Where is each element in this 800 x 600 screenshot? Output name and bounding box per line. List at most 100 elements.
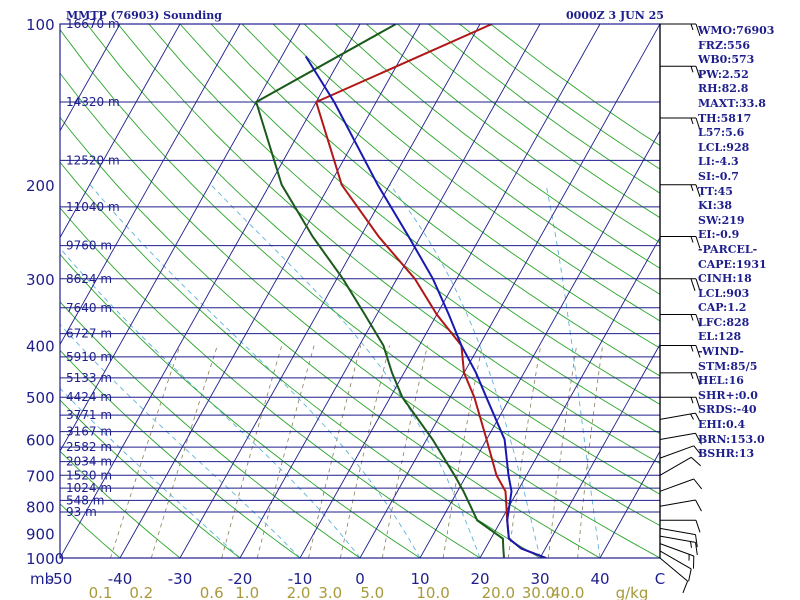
mixing-ratio-tick-label: 2.0 xyxy=(287,584,311,600)
moist-adiabat xyxy=(60,387,241,558)
mixing-ratio-tick-label: 40.0 xyxy=(551,584,584,600)
index-item: RH:82.8 xyxy=(698,82,749,96)
wind-barb xyxy=(659,499,702,512)
height-label: 6727 m xyxy=(66,327,112,341)
isotherm xyxy=(419,129,660,558)
index-item: LCL:928 xyxy=(698,140,750,154)
wind-barb xyxy=(659,235,701,249)
mixing-ratio-line xyxy=(221,345,283,558)
isotherm xyxy=(359,24,660,558)
dry-adiabat xyxy=(60,28,660,527)
pressure-tick-label: 800 xyxy=(26,498,55,516)
wind-barb xyxy=(659,456,701,476)
index-item: CAPE:1931 xyxy=(698,257,767,271)
pressure-tick-label: 500 xyxy=(26,389,55,407)
wind-barb xyxy=(659,184,701,197)
index-item: -PARCEL- xyxy=(698,242,758,256)
height-label: 3771 m xyxy=(66,408,112,422)
dry-adiabat xyxy=(303,24,660,295)
mixing-ratio-tick-label: 1.0 xyxy=(235,584,259,600)
temperature-tick-label: -50 xyxy=(48,570,73,588)
index-item: EI:-0.9 xyxy=(698,228,740,242)
index-item: FRZ:556 xyxy=(698,38,751,52)
index-item: EHI:0.4 xyxy=(698,418,746,432)
temperature-tick-label: 20 xyxy=(470,570,489,588)
mixing-ratio-tick-label: 5.0 xyxy=(360,584,384,600)
dry-adiabat xyxy=(148,24,660,435)
height-label: 1024 m xyxy=(66,481,112,495)
dry-adiabat xyxy=(334,24,660,269)
height-label: 1520 m xyxy=(66,468,112,482)
index-item: SHR+:0.0 xyxy=(698,388,758,402)
pressure-tick-label: 300 xyxy=(26,271,55,289)
height-label: 2582 m xyxy=(66,440,112,454)
moist-adiabat xyxy=(545,184,601,558)
height-label: 9760 m xyxy=(66,239,112,253)
height-label: 548 m xyxy=(66,493,104,507)
dry-adiabat xyxy=(60,207,481,558)
height-label: 5910 m xyxy=(66,350,112,364)
mixing-ratio-line xyxy=(110,345,181,558)
height-label: 5133 m xyxy=(66,371,112,385)
wind-barb xyxy=(659,117,701,131)
temperature-tick-label: -20 xyxy=(228,570,253,588)
index-item: LFC:828 xyxy=(698,315,750,329)
index-item: CINH:18 xyxy=(698,272,752,286)
moist-adiabat xyxy=(60,247,361,558)
dry-adiabat xyxy=(60,116,601,558)
mixing-ratio-tick-label: 10.0 xyxy=(416,584,449,600)
wind-barb xyxy=(659,557,689,594)
chart-title: MMTP (76903) Sounding xyxy=(66,9,222,22)
pressure-tick-label: 1000 xyxy=(26,550,64,568)
temperature-tick-label: 30 xyxy=(530,570,549,588)
index-item: WB0:573 xyxy=(698,53,755,67)
dry-adiabat xyxy=(241,24,660,349)
index-item: LCL:903 xyxy=(698,286,750,300)
pressure-tick-label: 200 xyxy=(26,177,55,195)
moist-adiabat xyxy=(210,184,481,558)
dry-adiabat xyxy=(60,399,241,558)
dewpoint-line xyxy=(255,24,505,558)
mixing-ratio-line xyxy=(548,345,577,558)
index-item: TT:45 xyxy=(698,184,733,198)
wind-barb xyxy=(659,412,702,425)
wind-barb xyxy=(659,396,701,410)
temperature-tick-label: -30 xyxy=(168,570,193,588)
mixing-ratio-line xyxy=(381,345,428,558)
isotherm xyxy=(119,24,421,558)
wind-barbs xyxy=(659,23,703,594)
dry-adiabat xyxy=(60,253,421,558)
wind-barb xyxy=(659,519,701,533)
dry-adiabat xyxy=(60,503,121,558)
dry-adiabat xyxy=(366,24,660,244)
temperature-tick-label: 0 xyxy=(355,570,365,588)
wind-barb xyxy=(659,445,703,459)
height-label: 4424 m xyxy=(66,390,112,404)
isotherm xyxy=(60,24,301,453)
index-item: -WIND- xyxy=(698,345,744,359)
index-item: TH:5817 xyxy=(698,111,752,125)
index-item: WMO:76903 xyxy=(698,24,775,37)
isotherm xyxy=(599,450,660,558)
chart-datetime: 0000Z 3 JUN 25 xyxy=(566,9,664,22)
height-label: 12520 m xyxy=(66,153,120,167)
temperature-tick-label: 40 xyxy=(590,570,609,588)
pressure-tick-label: 600 xyxy=(26,432,55,450)
profile-lines xyxy=(255,24,547,558)
temperature-unit-label: C xyxy=(655,570,665,588)
mixing-ratio-tick-label: 20.0 xyxy=(482,584,515,600)
wind-barb xyxy=(659,372,701,385)
mixing-ratio-tick-label: 0.1 xyxy=(89,584,113,600)
mixing-ratio-tick-label: 3.0 xyxy=(318,584,342,600)
pressure-tick-label: 400 xyxy=(26,338,55,356)
index-item: SRDS:-40 xyxy=(698,403,757,417)
index-item: BSHR:13 xyxy=(698,447,755,461)
dry-adiabat xyxy=(60,349,301,558)
isotherm xyxy=(60,24,121,132)
pressure-tick-label: 100 xyxy=(26,16,55,34)
temperature-tick-label: 10 xyxy=(410,570,429,588)
wind-barb xyxy=(659,478,703,492)
mixing-ratio-tick-label: 30.0 xyxy=(522,584,555,600)
